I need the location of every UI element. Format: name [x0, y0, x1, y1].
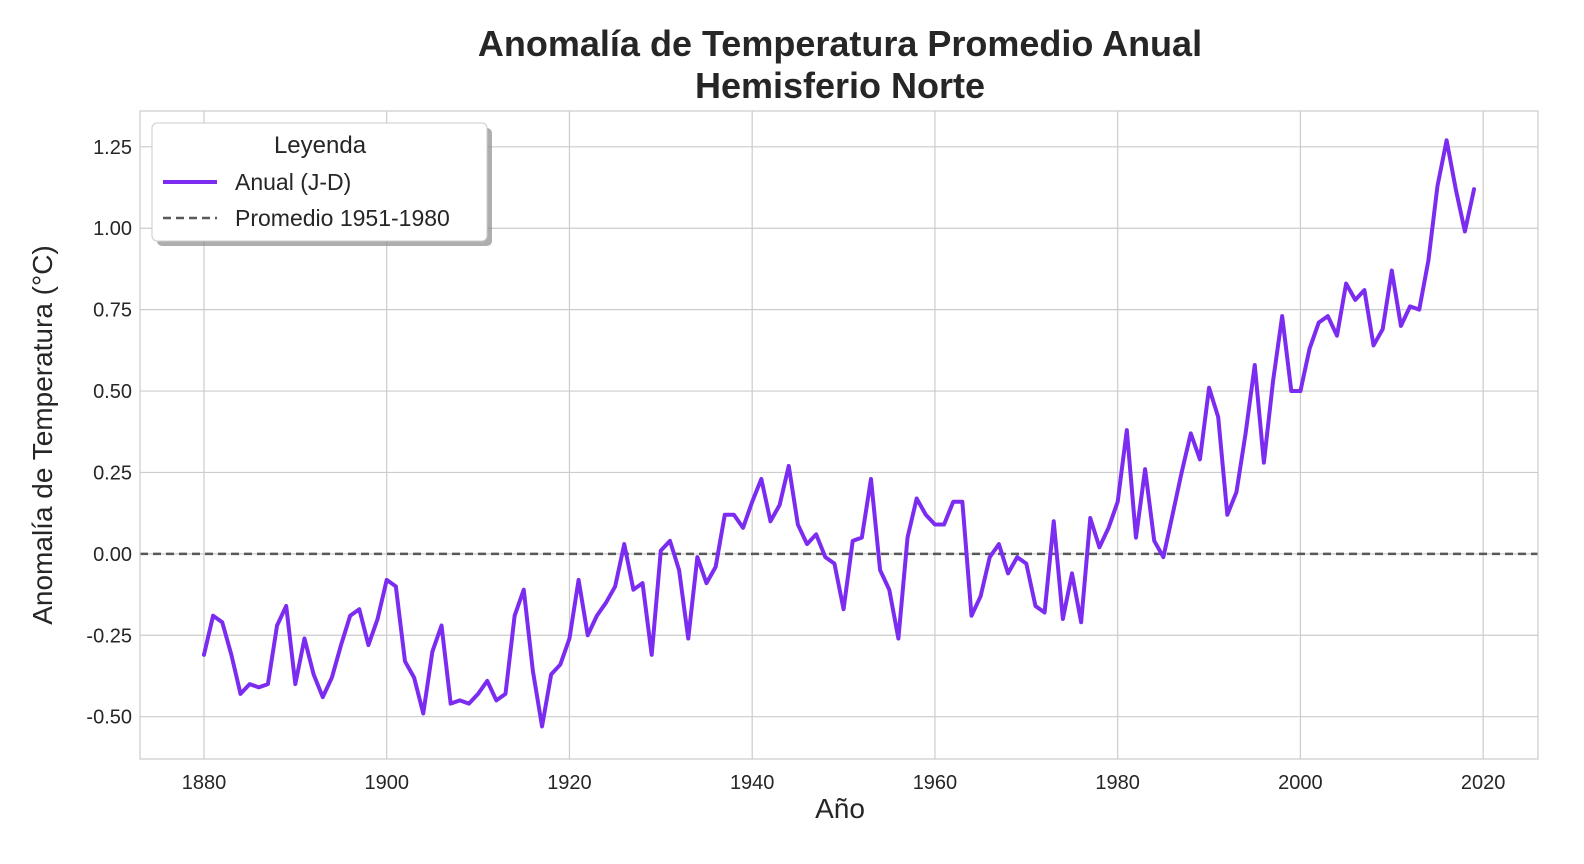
x-tick-label-2000: 2000 — [1278, 772, 1323, 794]
y-tick-label-2: 0.00 — [93, 544, 132, 566]
legend: Leyenda Anual (J-D) Promedio 1951-1980 — [151, 122, 492, 246]
x-tick-label-1980: 1980 — [1095, 772, 1140, 794]
chart-title-line-2: Hemisferio Norte — [695, 65, 985, 106]
y-tick-label-5: 0.75 — [93, 300, 132, 322]
y-tick-label-7: 1.25 — [93, 137, 132, 159]
x-axis-label: Año — [815, 793, 865, 824]
y-tick-label-4: 0.50 — [93, 381, 132, 403]
y-axis-ticks: -0.50 -0.25 0.00 0.25 0.50 0.75 1.00 1.25 — [86, 137, 132, 729]
y-tick-label-6: 1.00 — [93, 218, 132, 240]
annual-line — [201, 138, 1477, 729]
legend-title: Leyenda — [274, 132, 367, 159]
y-tick-label-0: -0.50 — [86, 707, 132, 729]
annual-series — [201, 138, 1477, 729]
legend-box — [151, 122, 488, 242]
x-tick-label-1880: 1880 — [182, 772, 227, 794]
chart-title-line-1: Anomalía de Temperatura Promedio Anual — [478, 23, 1202, 64]
x-tick-label-1920: 1920 — [547, 772, 592, 794]
x-tick-label-1900: 1900 — [364, 772, 409, 794]
legend-label-annual: Anual (J-D) — [235, 169, 351, 195]
y-axis-label: Anomalía de Temperatura (°C) — [27, 245, 58, 625]
x-tick-label-1960: 1960 — [913, 772, 958, 794]
y-tick-label-1: -0.25 — [86, 625, 132, 647]
x-tick-label-2020: 2020 — [1461, 772, 1506, 794]
legend-label-baseline: Promedio 1951-1980 — [235, 205, 450, 231]
plot-frame — [139, 110, 1539, 760]
x-axis-ticks: 1880 1900 1920 1940 1960 1980 2000 2020 — [182, 772, 1506, 794]
grid — [140, 111, 1538, 759]
y-tick-label-3: 0.25 — [93, 462, 132, 484]
x-tick-label-1940: 1940 — [730, 772, 775, 794]
